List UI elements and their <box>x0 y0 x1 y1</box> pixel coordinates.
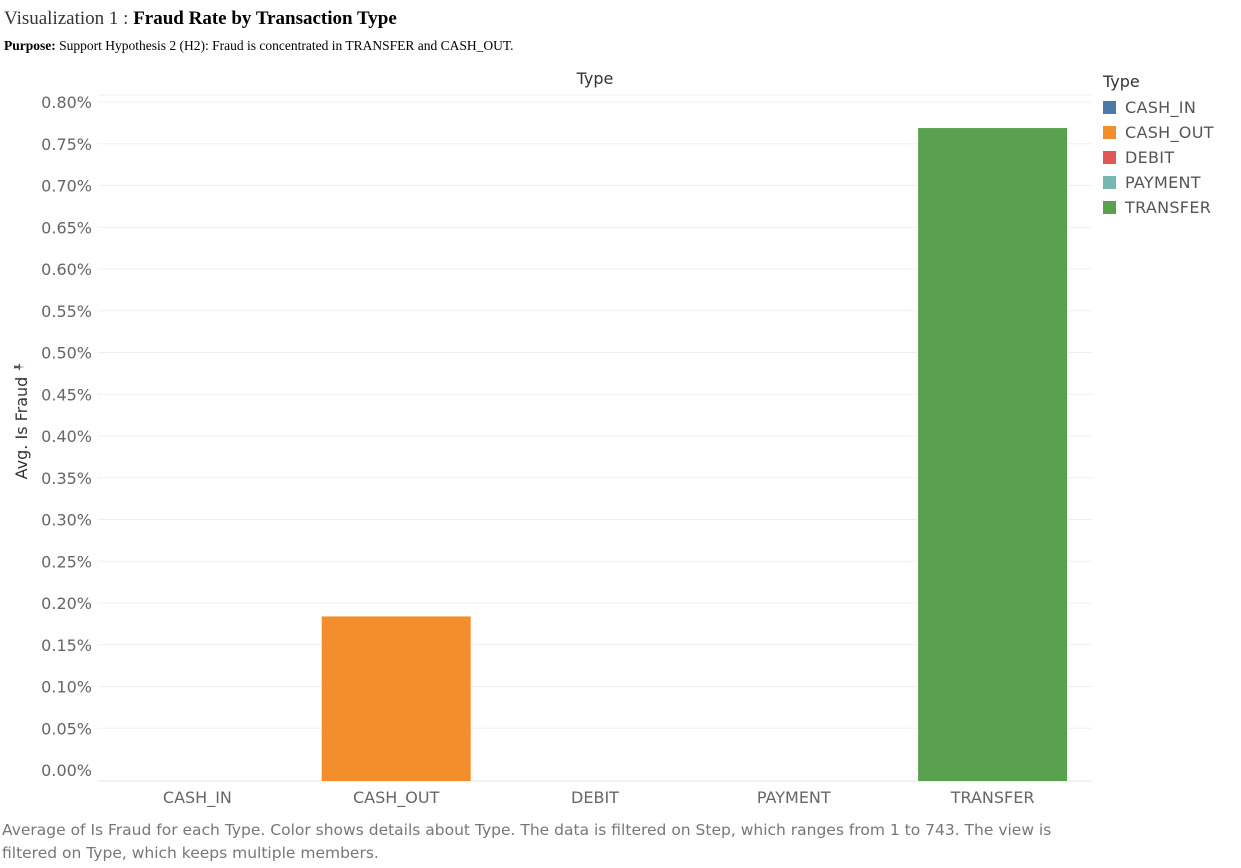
y-tick-label: 0.65% <box>41 218 92 237</box>
y-tick-label: 0.80% <box>41 93 92 112</box>
y-tick-label: 0.05% <box>41 719 92 738</box>
x-tick-label: TRANSFER <box>950 788 1035 807</box>
y-tick-label: 0.00% <box>41 761 92 780</box>
y-tick-label: 0.75% <box>41 135 92 154</box>
y-tick-label: 0.40% <box>41 427 92 446</box>
legend-item-cash-out[interactable]: CASH_OUT <box>1103 120 1214 145</box>
y-tick-label: 0.10% <box>41 678 92 697</box>
legend-item-cash-in[interactable]: CASH_IN <box>1103 95 1214 120</box>
y-tick-label: 0.60% <box>41 260 92 279</box>
legend-item-payment[interactable]: PAYMENT <box>1103 170 1214 195</box>
bar-transfer <box>918 128 1068 781</box>
y-tick-label: 0.25% <box>41 552 92 571</box>
x-tick-label: CASH_IN <box>163 788 232 808</box>
legend-label: CASH_OUT <box>1125 123 1214 142</box>
chart-title: Visualization 1 : Fraud Rate by Transact… <box>4 8 397 30</box>
title-prefix: Visualization 1 : <box>4 8 134 29</box>
legend-items: CASH_IN CASH_OUT DEBIT PAYMENT TRANSFER <box>1103 95 1214 220</box>
y-tick-label: 0.20% <box>41 594 92 613</box>
legend-label: CASH_IN <box>1125 98 1197 117</box>
legend-swatch <box>1103 126 1116 139</box>
y-tick-label: 0.45% <box>41 385 92 404</box>
purpose-label: Purpose: <box>4 38 56 53</box>
legend-swatch <box>1103 176 1116 189</box>
y-tick-label: 0.55% <box>41 302 92 321</box>
y-axis-title: Avg. Is Fraud <box>12 377 31 480</box>
legend-label: PAYMENT <box>1125 173 1201 192</box>
y-tick-label: 0.30% <box>41 511 92 530</box>
chart-caption: Average of Is Fraud for each Type. Color… <box>2 821 1052 862</box>
y-tick-label: 0.70% <box>41 177 92 196</box>
y-tick-label: 0.50% <box>41 344 92 363</box>
legend-swatch <box>1103 151 1116 164</box>
x-tick-label: PAYMENT <box>757 788 831 807</box>
x-tick-label: CASH_OUT <box>353 788 440 808</box>
purpose-text: Support Hypothesis 2 (H2): Fraud is conc… <box>55 38 514 53</box>
legend-label: DEBIT <box>1125 148 1175 167</box>
y-tick-label: 0.35% <box>41 469 92 488</box>
legend-swatch <box>1103 101 1116 114</box>
bar-cash-out <box>321 616 471 781</box>
legend[interactable]: Type CASH_IN CASH_OUT DEBIT PAYMENT TRANSFER <box>1103 72 1214 220</box>
pin-icon <box>14 363 25 371</box>
legend-item-debit[interactable]: DEBIT <box>1103 145 1214 170</box>
legend-swatch <box>1103 201 1116 214</box>
bar-chart: Type 0.00% 0.05% 0.10% 0.15% 0.20% 0.25% 0.30% 0… <box>12 69 1092 808</box>
y-tick-label: 0.15% <box>41 636 92 655</box>
title-main: Fraud Rate by Transaction Type <box>133 8 397 29</box>
legend-title: Type <box>1103 72 1140 91</box>
x-tick-label: DEBIT <box>571 788 619 807</box>
purpose-line: Purpose: Support Hypothesis 2 (H2): Frau… <box>4 38 513 54</box>
column-header: Type <box>576 69 614 88</box>
legend-item-transfer[interactable]: TRANSFER <box>1103 195 1214 220</box>
legend-label: TRANSFER <box>1125 198 1212 217</box>
